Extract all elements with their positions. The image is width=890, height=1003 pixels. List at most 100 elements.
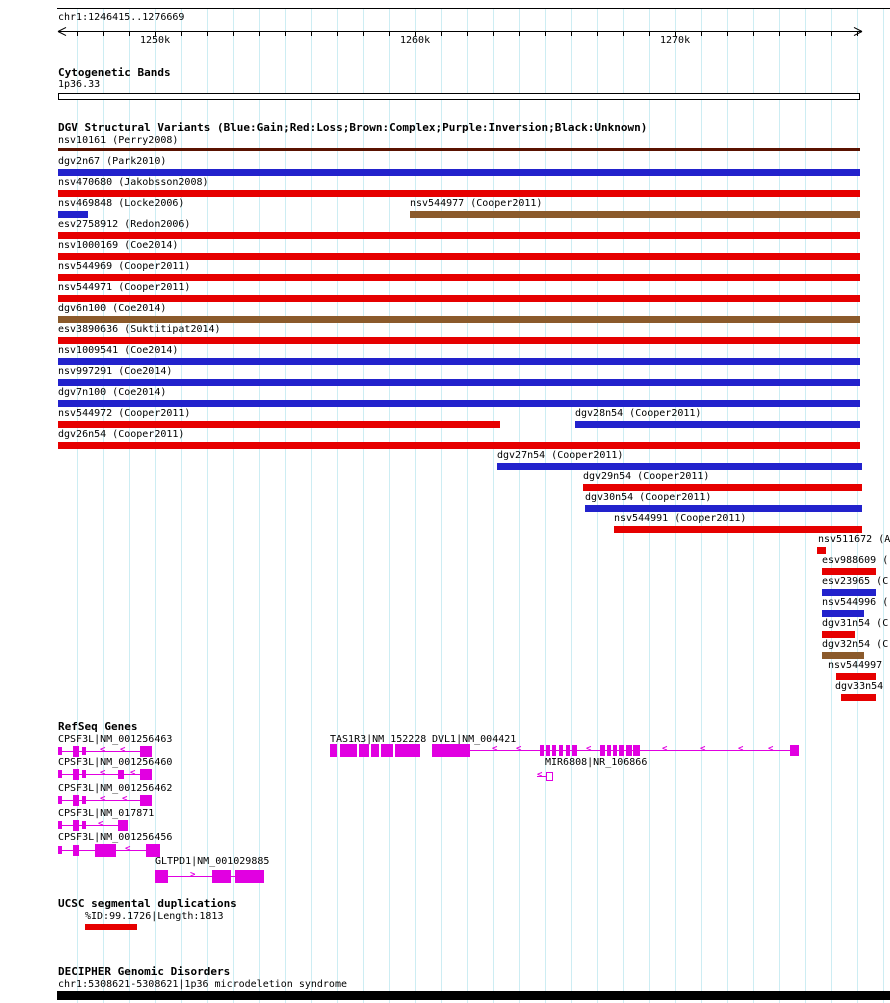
variant-bar[interactable] bbox=[58, 232, 860, 239]
variant-label[interactable]: nsv1009541 (Coe2014) bbox=[58, 345, 179, 356]
variant-bar[interactable] bbox=[58, 169, 860, 176]
variant-bar[interactable] bbox=[58, 337, 860, 344]
variant-label[interactable]: esv988609 ( bbox=[822, 555, 889, 566]
variant-label[interactable]: nsv544969 (Cooper2011) bbox=[58, 261, 191, 272]
gene-exon[interactable] bbox=[73, 746, 79, 757]
variant-label[interactable]: dgv28n54 (Cooper2011) bbox=[575, 408, 702, 419]
gene-label[interactable]: CPSF3L|NM_001256462 bbox=[58, 783, 173, 794]
variant-bar[interactable] bbox=[58, 358, 860, 365]
variant-label[interactable]: nsv544977 (Cooper2011) bbox=[410, 198, 543, 209]
variant-bar[interactable] bbox=[822, 652, 864, 659]
gene-exon[interactable] bbox=[118, 770, 124, 779]
variant-bar[interactable] bbox=[583, 484, 862, 491]
variant-bar[interactable] bbox=[841, 694, 876, 701]
gene-exon[interactable] bbox=[58, 747, 62, 755]
gene-exon[interactable] bbox=[118, 820, 128, 831]
variant-bar[interactable] bbox=[822, 589, 876, 596]
variant-label[interactable]: esv23965 (C bbox=[822, 576, 889, 587]
gene-exon[interactable] bbox=[140, 746, 152, 757]
gene-exon[interactable] bbox=[212, 870, 231, 883]
gene-exon[interactable] bbox=[58, 821, 62, 829]
gene-label[interactable]: MIR6808|NR_106866 bbox=[545, 757, 648, 768]
variant-label[interactable]: nsv511672 (A bbox=[818, 534, 890, 545]
variant-label[interactable]: dgv29n54 (Cooper2011) bbox=[583, 471, 710, 482]
gene-label[interactable]: CPSF3L|NM_001256460 bbox=[58, 757, 173, 768]
gene-exon[interactable] bbox=[626, 745, 632, 756]
variant-label[interactable]: dgv6n100 (Coe2014) bbox=[58, 303, 167, 314]
variant-bar[interactable] bbox=[58, 316, 860, 323]
gene-exon[interactable] bbox=[58, 770, 62, 778]
gene-exon[interactable] bbox=[58, 846, 62, 854]
variant-bar[interactable] bbox=[585, 505, 862, 512]
variant-label[interactable]: nsv544971 (Cooper2011) bbox=[58, 282, 191, 293]
gene-exon[interactable] bbox=[146, 844, 160, 857]
variant-bar[interactable] bbox=[58, 274, 860, 281]
variant-label[interactable]: dgv26n54 (Cooper2011) bbox=[58, 429, 185, 440]
variant-bar[interactable] bbox=[58, 190, 860, 197]
gene-exon[interactable] bbox=[566, 745, 570, 756]
variant-label[interactable]: esv2758912 (Redon2006) bbox=[58, 219, 191, 230]
variant-label[interactable]: dgv7n100 (Coe2014) bbox=[58, 387, 167, 398]
gene-exon[interactable] bbox=[82, 747, 86, 755]
variant-label[interactable]: dgv27n54 (Cooper2011) bbox=[497, 450, 624, 461]
gene-exon[interactable] bbox=[633, 745, 640, 756]
gene-exon[interactable] bbox=[95, 844, 116, 857]
variant-label[interactable]: dgv30n54 (Cooper2011) bbox=[585, 492, 712, 503]
gene-exon[interactable] bbox=[600, 745, 605, 756]
gene-exon[interactable] bbox=[155, 870, 168, 883]
gene-exon[interactable] bbox=[73, 820, 79, 831]
gene-exon[interactable] bbox=[613, 745, 617, 756]
gene-label[interactable]: TAS1R3|NM_152228 bbox=[330, 734, 427, 745]
variant-bar[interactable] bbox=[58, 442, 860, 449]
variant-bar[interactable] bbox=[836, 673, 876, 680]
variant-label[interactable]: nsv470680 (Jakobsson2008) bbox=[58, 177, 209, 188]
gene-exon[interactable] bbox=[73, 845, 79, 856]
gene-exon[interactable] bbox=[359, 744, 369, 757]
variant-bar[interactable] bbox=[575, 421, 860, 428]
variant-label[interactable]: nsv469848 (Locke2006) bbox=[58, 198, 185, 209]
gene-exon[interactable] bbox=[540, 745, 544, 756]
variant-bar[interactable] bbox=[58, 295, 860, 302]
gene-exon[interactable] bbox=[572, 745, 577, 756]
gene-exon[interactable] bbox=[546, 745, 550, 756]
gene-exon[interactable] bbox=[140, 795, 152, 806]
gene-exon[interactable] bbox=[381, 744, 393, 757]
gene-label[interactable]: CPSF3L|NM_001256456 bbox=[58, 832, 173, 843]
variant-bar[interactable] bbox=[58, 211, 88, 218]
gene-exon[interactable] bbox=[790, 745, 799, 756]
variant-label[interactable]: dgv32n54 (C bbox=[822, 639, 889, 650]
gene-exon[interactable] bbox=[73, 769, 79, 780]
variant-label[interactable]: nsv1000169 (Coe2014) bbox=[58, 240, 179, 251]
variant-bar[interactable] bbox=[58, 253, 860, 260]
variant-bar[interactable] bbox=[58, 421, 500, 428]
gene-label[interactable]: CPSF3L|NM_001256463 bbox=[58, 734, 173, 745]
variant-bar[interactable] bbox=[58, 148, 860, 151]
gene-exon[interactable] bbox=[58, 796, 62, 804]
gene-label[interactable]: CPSF3L|NM_017871 bbox=[58, 808, 155, 819]
variant-bar[interactable] bbox=[817, 547, 826, 554]
variant-label[interactable]: nsv10161 (Perry2008) bbox=[58, 135, 179, 146]
gene-exon[interactable] bbox=[607, 745, 611, 756]
variant-label[interactable]: esv3890636 (Suktitipat2014) bbox=[58, 324, 221, 335]
segdup-feature-bar[interactable] bbox=[85, 924, 137, 930]
gene-exon[interactable] bbox=[140, 769, 152, 780]
variant-label[interactable]: nsv544972 (Cooper2011) bbox=[58, 408, 191, 419]
variant-bar[interactable] bbox=[58, 400, 860, 407]
variant-label[interactable]: nsv544996 ( bbox=[822, 597, 889, 608]
gene-exon[interactable] bbox=[395, 744, 420, 757]
variant-bar[interactable] bbox=[614, 526, 862, 533]
gene-label[interactable]: GLTPD1|NM_001029885 bbox=[155, 856, 270, 867]
gene-exon[interactable] bbox=[235, 870, 264, 883]
decipher-feature-bar[interactable] bbox=[57, 991, 890, 1000]
gene-exon[interactable] bbox=[73, 795, 79, 806]
variant-bar[interactable] bbox=[410, 211, 860, 218]
variant-bar[interactable] bbox=[822, 610, 864, 617]
gene-exon[interactable] bbox=[82, 796, 86, 804]
variant-label[interactable]: nsv544997 ( bbox=[828, 660, 890, 671]
variant-bar[interactable] bbox=[822, 631, 855, 638]
gene-exon[interactable] bbox=[371, 744, 379, 757]
gene-exon[interactable] bbox=[330, 744, 337, 757]
variant-label[interactable]: dgv31n54 (C bbox=[822, 618, 889, 629]
variant-label[interactable]: nsv544991 (Cooper2011) bbox=[614, 513, 747, 524]
variant-label[interactable]: dgv2n67 (Park2010) bbox=[58, 156, 167, 167]
